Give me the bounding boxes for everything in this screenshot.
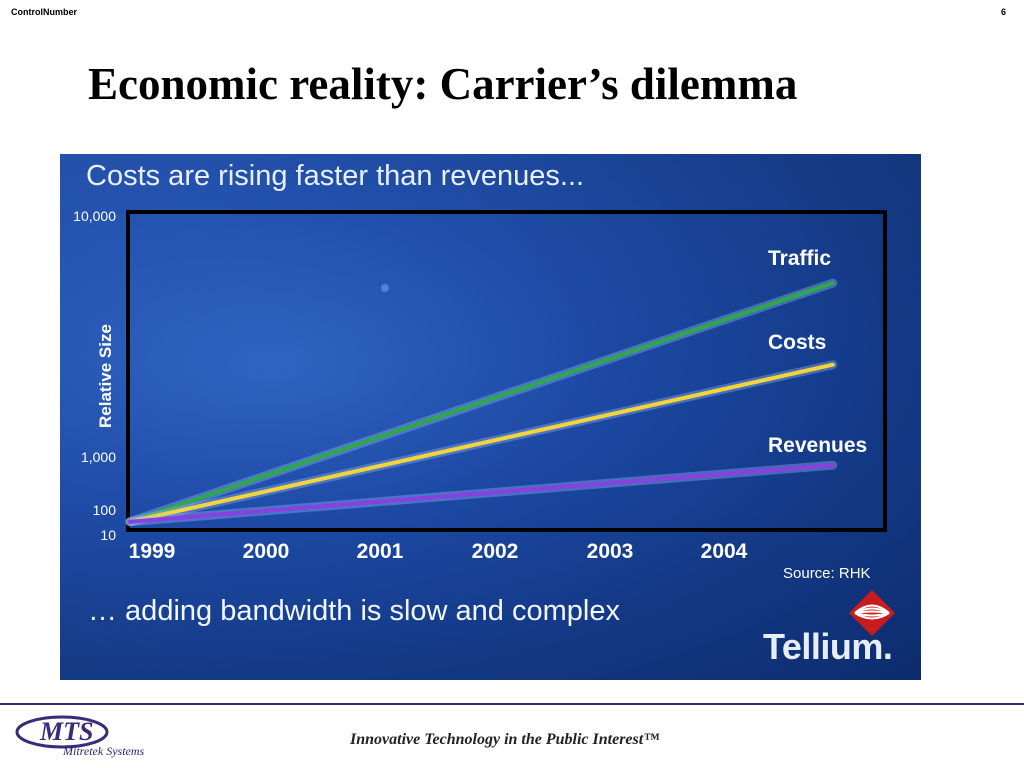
x-tick-label: 2004 bbox=[700, 540, 748, 563]
plot-area bbox=[126, 210, 887, 532]
y-tick-label: 10,000 bbox=[73, 208, 116, 224]
series-label-costs: Costs bbox=[768, 331, 827, 354]
series-line-costs bbox=[128, 362, 835, 524]
x-tick-label: 2003 bbox=[586, 540, 634, 563]
mts-logo-icon: MTS bbox=[15, 715, 109, 749]
series-label-traffic: Traffic bbox=[768, 247, 832, 270]
footer-tagline: Innovative Technology in the Public Inte… bbox=[350, 731, 660, 748]
control-number-label: ControlNumber bbox=[11, 7, 77, 17]
mts-logo-subtitle: Mitretek Systems bbox=[63, 744, 145, 758]
x-tick-label: 2000 bbox=[242, 540, 290, 563]
slide-title: Economic reality: Carrier’s dilemma bbox=[88, 59, 798, 109]
panel-texture bbox=[60, 154, 921, 680]
x-tick-label: 1999 bbox=[128, 540, 176, 563]
series-line-revenues bbox=[128, 463, 835, 524]
tellium-wordmark: Tellium. bbox=[763, 626, 893, 667]
y-tick-label: 100 bbox=[92, 502, 116, 518]
y-tick-label: 10 bbox=[100, 527, 116, 543]
tellium-logo-icon bbox=[849, 590, 895, 636]
series-label-revenues: Revenues bbox=[768, 434, 868, 457]
series-line-traffic bbox=[128, 281, 835, 524]
chart-heading: Costs are rising faster than revenues... bbox=[86, 160, 585, 192]
series-lines bbox=[125, 278, 838, 527]
chart-image-panel: Costs are rising faster than revenues...… bbox=[60, 154, 921, 680]
x-tick-label: 2002 bbox=[471, 540, 519, 563]
y-tick-label: 1,000 bbox=[80, 449, 116, 465]
page-number: 6 bbox=[1000, 7, 1006, 17]
panel-footer-note: … adding bandwidth is slow and complex bbox=[88, 595, 620, 627]
footer-divider bbox=[0, 703, 1024, 705]
source-note: Source: RHK bbox=[783, 565, 871, 582]
mts-logo-text: MTS bbox=[39, 717, 93, 746]
x-tick-label: 2001 bbox=[356, 540, 404, 563]
